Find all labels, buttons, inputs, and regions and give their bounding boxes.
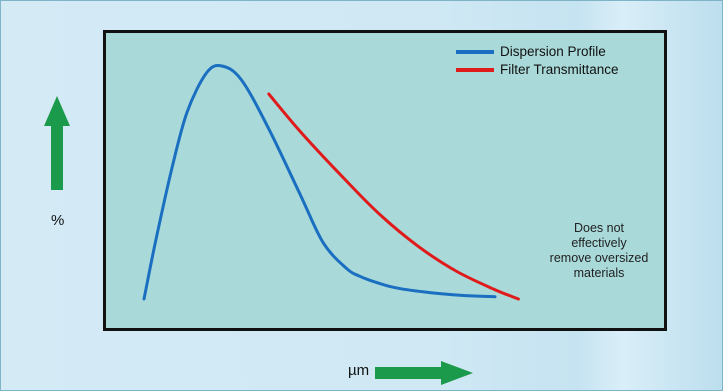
x-axis-label: µm: [348, 362, 370, 379]
y-axis-label: %: [51, 212, 65, 229]
series-line-filter-transmittance: [267, 92, 520, 301]
right-arrow-icon: [375, 361, 473, 390]
up-arrow-icon: [44, 96, 70, 195]
legend-label-filter: Filter Transmittance: [500, 62, 619, 77]
plot-area: Dispersion Profile Filter Transmittance …: [103, 30, 667, 331]
legend-label-dispersion: Dispersion Profile: [500, 44, 606, 59]
annotation-oversized: Does not effectively remove oversized ma…: [549, 221, 649, 280]
legend-swatch-dispersion: [456, 50, 494, 54]
legend: Dispersion Profile Filter Transmittance: [456, 43, 619, 79]
legend-swatch-filter: [456, 68, 494, 72]
legend-item-dispersion: Dispersion Profile: [456, 43, 619, 61]
legend-item-filter: Filter Transmittance: [456, 61, 619, 79]
series-line-dispersion-profile: [142, 63, 497, 301]
plot-svg: [142, 63, 520, 301]
